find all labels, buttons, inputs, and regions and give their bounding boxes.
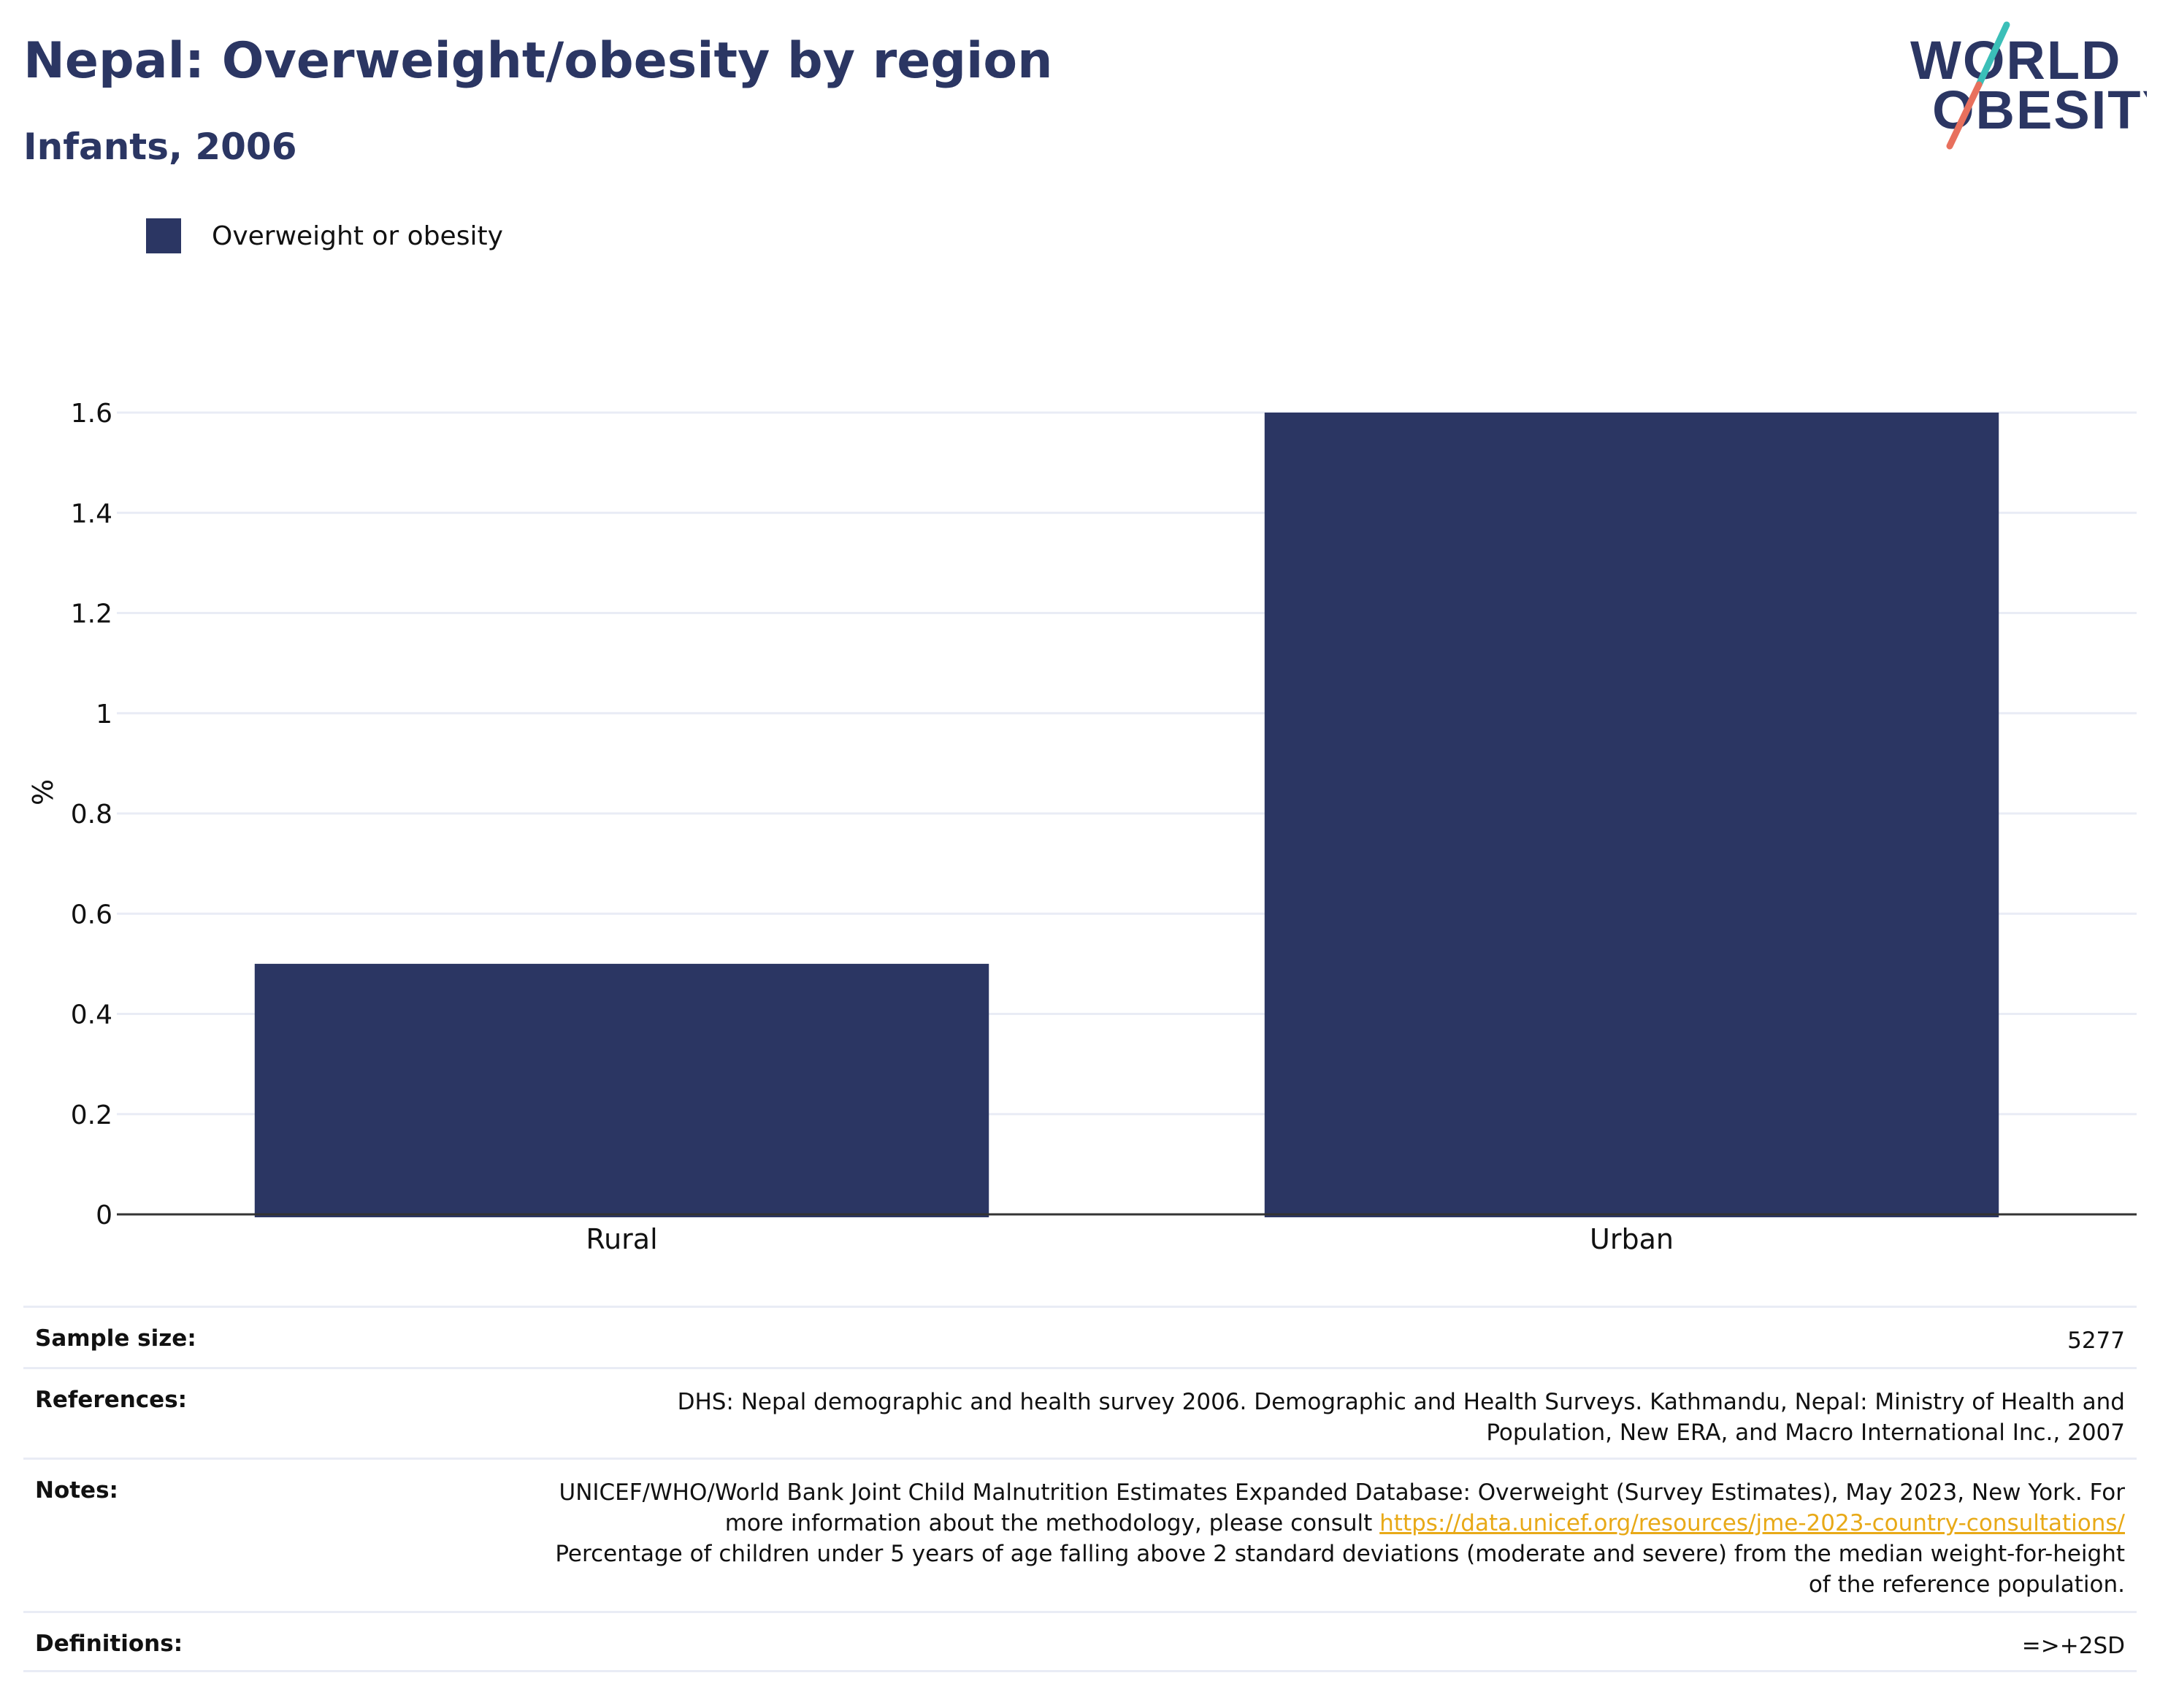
y-tick-label: 0.2 — [71, 1100, 112, 1130]
definitions-row: Definitions: =>+2SD — [23, 1611, 2137, 1672]
x-tick-label: Rural — [586, 1223, 657, 1255]
y-tick-label: 0.8 — [71, 800, 112, 830]
y-tick-label: 1.4 — [71, 499, 112, 529]
logo-slash-bottom — [1946, 81, 1983, 150]
sample-size-value: 5277 — [2067, 1328, 2125, 1354]
logo-word-world: WORLD — [1910, 30, 2122, 91]
references-label: References: — [35, 1387, 188, 1413]
notes-text-after-link: Percentage of children under 5 years of … — [555, 1541, 2125, 1598]
definitions-label: Definitions: — [35, 1631, 183, 1657]
y-tick-label: 0.6 — [71, 900, 112, 930]
bars — [254, 413, 1999, 1217]
y-tick-label: 0 — [96, 1200, 112, 1230]
sample-size-label: Sample size: — [35, 1325, 196, 1352]
page-title: Nepal: Overweight/obesity by region — [23, 32, 1053, 90]
notes-row: Notes: UNICEF/WHO/World Bank Joint Child… — [23, 1458, 2137, 1611]
bar-chart: 0 0.2 0.4 0.6 0.8 1 1.2 1.4 1.6 Rural Urban % — [27, 399, 2137, 1255]
notes-body: UNICEF/WHO/World Bank Joint Child Malnut… — [546, 1477, 2126, 1539]
legend-label: Overweight or obesity — [212, 221, 503, 251]
notes-methodology-link[interactable]: https://data.unicef.org/resources/jme-20… — [1379, 1510, 2125, 1536]
references-value: DHS: Nepal demographic and health survey… — [677, 1389, 2125, 1446]
page-subtitle: Infants, 2006 — [23, 126, 297, 168]
y-tick-label: 1 — [96, 700, 112, 729]
notes-label: Notes: — [35, 1477, 118, 1504]
legend-swatch — [146, 218, 181, 253]
y-tick-label: 0.4 — [71, 1000, 112, 1030]
x-tick-label: Urban — [1590, 1223, 1674, 1255]
world-obesity-logo: WORLD OBESITY — [1910, 21, 2147, 150]
logo-slash-top — [1975, 21, 2010, 88]
bar-rural — [254, 963, 989, 1217]
y-tick-label: 1.6 — [71, 399, 112, 429]
axes: 0 0.2 0.4 0.6 0.8 1 1.2 1.4 1.6 Rural Urban — [71, 399, 2137, 1255]
notes-value: UNICEF/WHO/World Bank Joint Child Malnut… — [546, 1477, 2125, 1600]
bar-urban — [1264, 413, 1999, 1217]
y-axis-title: % — [27, 779, 59, 805]
chart-legend: Overweight or obesity — [146, 218, 503, 254]
references-row: References: DHS: Nepal demographic and h… — [23, 1367, 2137, 1458]
notes-text-before-link: UNICEF/WHO/World Bank Joint Child Malnut… — [559, 1479, 2126, 1536]
y-tick-label: 1.2 — [71, 600, 112, 629]
chart-metadata-table: Sample size: 5277 References: DHS: Nepal… — [23, 1306, 2137, 1672]
sample-size-row: Sample size: 5277 — [23, 1306, 2137, 1367]
definitions-value: =>+2SD — [2021, 1633, 2125, 1659]
